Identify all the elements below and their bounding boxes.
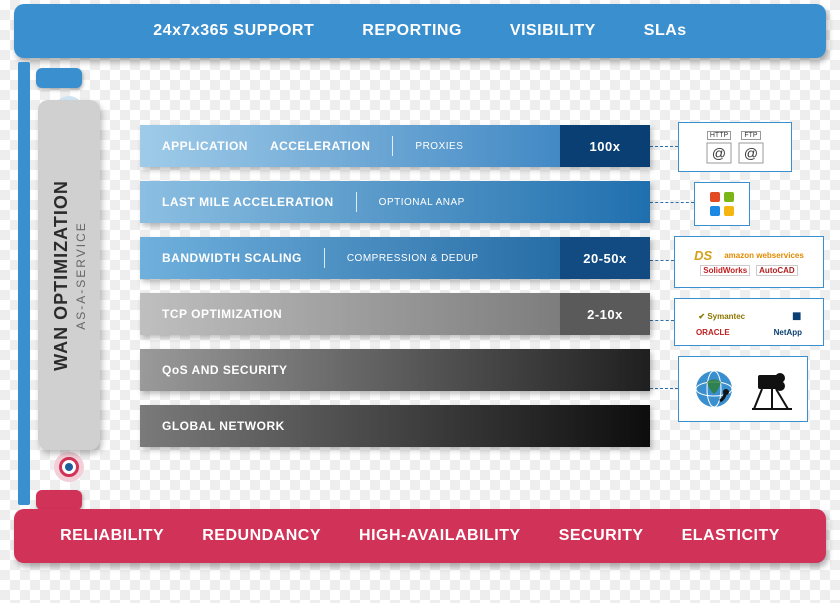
layer-metric: 20-50x bbox=[560, 237, 650, 279]
target-bottom-icon bbox=[54, 452, 84, 482]
separator bbox=[324, 248, 325, 268]
connector bbox=[650, 320, 674, 321]
bottom-bar: RELIABILITY REDUNDANCY HIGH-AVAILABILITY… bbox=[14, 509, 826, 563]
layer-label: LAST MILE ACCELERATION bbox=[162, 195, 334, 209]
icon-box-enterprise: ✔ Symantec ■ ORACLE NetApp bbox=[674, 298, 824, 346]
layer-label2: ACCELERATION bbox=[270, 139, 370, 153]
bottom-item-security: SECURITY bbox=[559, 527, 644, 545]
svg-text:@: @ bbox=[712, 145, 726, 161]
connector bbox=[650, 260, 674, 261]
bottom-item-elasticity: ELASTICITY bbox=[682, 527, 780, 545]
top-item-support: 24x7x365 SUPPORT bbox=[153, 22, 314, 40]
globe-icon bbox=[692, 367, 736, 411]
layer-sub: PROXIES bbox=[415, 141, 463, 152]
layer-global: GLOBAL NETWORK bbox=[140, 405, 650, 447]
connector bbox=[650, 146, 678, 147]
solidworks-logo: SolidWorks bbox=[700, 265, 750, 276]
separator bbox=[392, 136, 393, 156]
top-item-reporting: REPORTING bbox=[362, 22, 462, 40]
http-icon: HTTP @ bbox=[706, 131, 732, 164]
layers: APPLICATION ACCELERATION PROXIES 100x LA… bbox=[140, 125, 650, 461]
aws-logo: amazon webservices bbox=[722, 252, 806, 260]
top-item-visibility: VISIBILITY bbox=[510, 22, 596, 40]
bottom-tab bbox=[36, 490, 82, 510]
left-rail bbox=[18, 62, 30, 505]
metric-value: 100x bbox=[590, 139, 621, 154]
office-icon bbox=[707, 189, 737, 219]
connector bbox=[650, 388, 678, 389]
top-item-slas: SLAs bbox=[644, 22, 687, 40]
layer-application: APPLICATION ACCELERATION PROXIES 100x bbox=[140, 125, 650, 167]
ftp-icon: FTP @ bbox=[738, 131, 764, 164]
layer-label: GLOBAL NETWORK bbox=[162, 419, 285, 433]
layer-label: TCP OPTIMIZATION bbox=[162, 307, 282, 321]
layer-label: APPLICATION bbox=[162, 139, 248, 153]
icon-box-office bbox=[694, 182, 750, 226]
layer-sub: OPTIONAL ANAP bbox=[379, 197, 465, 208]
netapp-icon: ■ bbox=[792, 308, 802, 326]
layer-metric: 2-10x bbox=[560, 293, 650, 335]
bottom-item-reliability: RELIABILITY bbox=[60, 527, 164, 545]
top-bar: 24x7x365 SUPPORT REPORTING VISIBILITY SL… bbox=[14, 4, 826, 58]
side-label: WAN OPTIMIZATION AS-A-SERVICE bbox=[38, 100, 100, 450]
layer-lastmile: LAST MILE ACCELERATION OPTIONAL ANAP bbox=[140, 181, 650, 223]
layer-bandwidth: BANDWIDTH SCALING COMPRESSION & DEDUP 20… bbox=[140, 237, 650, 279]
autocad-logo: AutoCAD bbox=[756, 265, 798, 276]
ds-logo: DS bbox=[692, 248, 714, 263]
bottom-item-ha: HIGH-AVAILABILITY bbox=[359, 527, 521, 545]
layer-label: QoS AND SECURITY bbox=[162, 363, 288, 377]
icon-box-cad: DS amazon webservices SolidWorks AutoCAD bbox=[674, 236, 824, 288]
layer-qos: QoS AND SECURITY bbox=[140, 349, 650, 391]
symantec-logo: ✔ Symantec bbox=[696, 312, 747, 321]
layer-metric: 100x bbox=[560, 125, 650, 167]
metric-value: 20-50x bbox=[583, 251, 626, 266]
layer-sub: COMPRESSION & DEDUP bbox=[347, 253, 479, 264]
bottom-item-redundancy: REDUNDANCY bbox=[202, 527, 321, 545]
metric-value: 2-10x bbox=[587, 307, 623, 322]
netapp-logo: NetApp bbox=[772, 328, 804, 337]
icon-box-media bbox=[678, 356, 808, 422]
layer-label: BANDWIDTH SCALING bbox=[162, 251, 302, 265]
top-tab bbox=[36, 68, 82, 88]
side-title: WAN OPTIMIZATION bbox=[51, 180, 72, 371]
icon-box-protocols: HTTP @ FTP @ bbox=[678, 122, 792, 172]
camera-icon bbox=[750, 365, 794, 413]
oracle-logo: ORACLE bbox=[694, 328, 732, 337]
svg-text:@: @ bbox=[744, 145, 758, 161]
layer-tcp: TCP OPTIMIZATION 2-10x bbox=[140, 293, 650, 335]
side-subtitle: AS-A-SERVICE bbox=[74, 180, 88, 371]
separator bbox=[356, 192, 357, 212]
connector bbox=[650, 202, 694, 203]
